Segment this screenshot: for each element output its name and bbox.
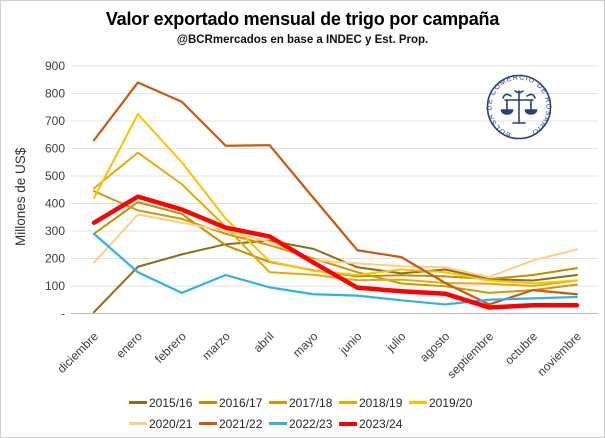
legend-item-2016-17: 2016/17 <box>199 396 269 410</box>
x-axis-label-febrero: febrero <box>152 329 189 366</box>
legend-label: 2019/20 <box>429 395 473 410</box>
y-tick-label: 500 <box>45 169 65 183</box>
legend-item-2022-23: 2022/23 <box>269 417 339 431</box>
legend-label: 2015/16 <box>149 395 193 410</box>
series-line-2017-18 <box>93 190 578 294</box>
series-line-2020-21 <box>93 213 578 278</box>
chart-title: Valor exportado mensual de trigo por cam… <box>105 9 500 29</box>
legend-item-2017-18: 2017/18 <box>269 396 339 410</box>
y-axis-tick-labels: - 100 200 300 400 500 600 700 800 900 <box>45 59 65 321</box>
chart-subtitle: @BCRmercados en base a INDEC y Est. Prop… <box>176 34 429 46</box>
y-tick-label: 200 <box>45 252 65 266</box>
legend-line-swatch <box>339 421 357 426</box>
x-axis-label-julio: julio <box>383 329 409 355</box>
legend-line-swatch <box>199 401 217 404</box>
y-tick-label: 300 <box>45 224 65 238</box>
legend-line-swatch <box>129 401 147 404</box>
legend-label: 2020/21 <box>149 416 193 431</box>
y-tick-label: 600 <box>45 142 65 156</box>
x-axis-label-octubre: octubre <box>502 329 540 367</box>
legend-label: 2023/24 <box>359 416 403 431</box>
x-axis-label-septiembre: septiembre <box>444 329 496 381</box>
legend-item-2019-20: 2019/20 <box>409 396 479 410</box>
legend-label: 2018/19 <box>359 395 403 410</box>
legend-line-swatch <box>199 422 217 425</box>
series-line-2021-22 <box>92 81 579 306</box>
y-tick-label: - <box>61 307 65 321</box>
x-axis-month-labels: diciembre enero febrero marzo abril mayo junio… <box>54 329 584 381</box>
x-axis-label-junio: junio <box>336 329 365 358</box>
y-tick-label: 400 <box>45 197 65 211</box>
legend-line-swatch <box>129 422 147 425</box>
series-line-2023-24 <box>91 194 580 310</box>
scales-caduceus-icon <box>500 90 538 124</box>
legend-label: 2016/17 <box>219 395 263 410</box>
legend-label: 2021/22 <box>219 416 263 431</box>
gridlines <box>71 65 598 314</box>
y-tick-label: 800 <box>45 87 65 101</box>
y-tick-label: 900 <box>45 59 65 73</box>
legend-item-2023-24: 2023/24 <box>339 417 409 431</box>
x-axis-label-marzo: marzo <box>199 329 233 363</box>
legend-line-swatch <box>269 422 287 425</box>
legend-line-swatch <box>409 401 427 404</box>
x-axis-label-abril: abril <box>251 329 277 355</box>
legend-item-2015-16: 2015/16 <box>129 396 199 410</box>
chart-legend: 2015/16 2016/17 2017/18 2018/19 2019/20 2020… <box>129 392 599 434</box>
y-tick-label: 100 <box>45 279 65 293</box>
x-axis-label-enero: enero <box>113 329 145 361</box>
legend-label: 2017/18 <box>289 395 333 410</box>
x-axis-label-mayo: mayo <box>290 329 321 360</box>
y-tick-label: 700 <box>45 114 65 128</box>
seal-outer-ring <box>486 74 552 140</box>
legend-item-2021-22: 2021/22 <box>199 417 269 431</box>
x-axis-label-noviembre: noviembre <box>535 329 585 379</box>
legend-row: 2015/16 2016/17 2017/18 2018/19 2019/20 <box>129 392 599 413</box>
rosario-seal-logo: BOLSA DE COMERCIO DE ROSARIO <box>486 74 552 140</box>
x-axis-label-agosto: agosto <box>417 329 453 365</box>
series-line-2016-17 <box>93 201 578 281</box>
x-axis-label-diciembre: diciembre <box>54 329 101 376</box>
legend-line-swatch <box>269 401 287 404</box>
y-axis-title: Millones de US$ <box>13 147 28 246</box>
legend-item-2018-19: 2018/19 <box>339 396 409 410</box>
series-lines <box>91 81 580 314</box>
legend-label: 2022/23 <box>289 416 333 431</box>
legend-item-2020-21: 2020/21 <box>129 417 199 431</box>
legend-row: 2020/21 2021/22 2022/23 2023/24 <box>129 413 599 434</box>
legend-line-swatch <box>339 401 357 404</box>
series-line-2022-23 <box>92 232 579 306</box>
